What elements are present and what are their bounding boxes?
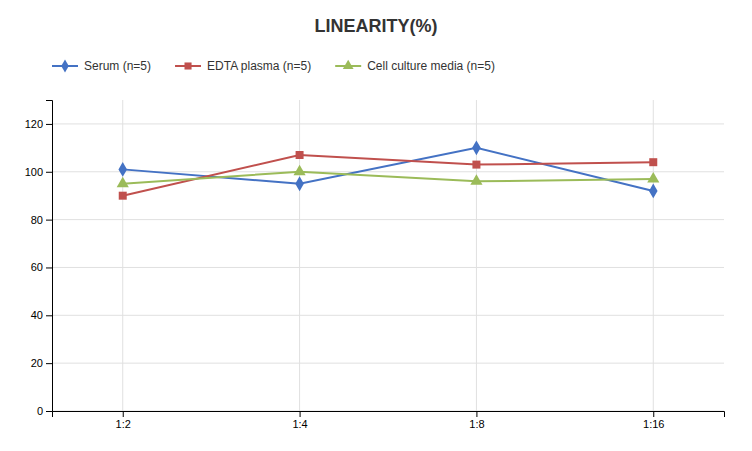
chart: LINEARITY(%) 1:2 1:4 1:8 1:16 0 20 40 60 80 100 120… [0,0,752,451]
y-tick: 100 [25,166,52,178]
point [472,140,481,155]
x-tick-mark [476,411,477,417]
y-tick-mark [46,220,52,221]
grid-line-y [52,123,724,124]
legend-label: Cell culture media (n=5) [367,59,495,73]
point [293,165,305,176]
series-line [123,148,654,191]
y-tick-label: 0 [37,405,43,417]
point [296,151,304,159]
y-tick-mark [46,363,52,364]
plot: 1:2 1:4 1:8 1:16 0 20 40 60 80 100 120 [25,100,725,430]
y-tick-mark [46,411,52,412]
y-tick-mark [46,267,52,268]
grid-line-y [52,363,724,364]
grid-line-y [52,267,724,268]
y-tick-mark [46,315,52,316]
legend-item: Serum (n=5) [52,59,151,73]
y-axis: 0 20 40 60 80 100 120 [25,101,53,418]
x-tick: 1:4 [292,411,307,430]
legend-symbol [184,62,191,69]
grid [52,100,724,411]
series-line [123,155,654,196]
y-tick: 60 [31,261,52,273]
point [647,172,659,183]
y-tick: 40 [31,309,52,321]
y-axis-line [46,101,53,412]
legend-symbol [343,60,354,69]
grid-line-x [122,100,123,411]
series [119,151,658,200]
x-axis: 1:2 1:4 1:8 1:16 [53,411,725,430]
y-tick: 120 [25,118,52,130]
point [472,161,480,169]
y-tick: 80 [31,214,52,226]
y-tick: 0 [37,405,52,417]
y-tick-mark [46,124,52,125]
x-tick-mark [653,411,654,417]
x-tick-label: 1:8 [469,418,484,430]
point [295,176,304,191]
point [649,158,657,166]
y-tick: 20 [31,357,52,369]
legend: Serum (n=5) EDTA plasma (n=5) Cell culture… [52,59,495,73]
grid-line-x [299,100,300,411]
legend-label: EDTA plasma (n=5) [207,59,311,73]
y-tick-label: 60 [31,261,43,273]
legend-item: EDTA plasma (n=5) [175,59,311,73]
grid-line-y [52,219,724,220]
y-tick-label: 100 [25,166,43,178]
series-line [123,172,654,184]
title: LINEARITY(%) [315,16,438,36]
legend-symbol [61,59,69,72]
x-tick-label: 1:4 [292,418,307,430]
series [117,165,660,187]
series [118,140,657,198]
grid-line-y [52,315,724,316]
point [118,162,127,177]
point [119,192,127,200]
point [470,174,482,185]
grid-line-x [653,100,654,411]
x-tick-label: 1:16 [643,418,664,430]
x-tick-mark [123,411,124,417]
x-tick: 1:8 [469,411,484,430]
point [117,177,129,188]
point [649,183,658,198]
marks [117,140,660,199]
x-tick: 1:16 [643,411,664,430]
x-tick-label: 1:2 [116,418,131,430]
legend-label: Serum (n=5) [84,59,151,73]
y-tick-label: 80 [31,214,43,226]
legend-item: Cell culture media (n=5) [335,59,495,73]
x-axis-line [53,412,725,418]
x-tick-mark [300,411,301,417]
y-tick-label: 40 [31,309,43,321]
y-tick-label: 120 [25,118,43,130]
x-tick: 1:2 [116,411,131,430]
y-tick-mark [46,172,52,173]
y-tick-label: 20 [31,357,43,369]
